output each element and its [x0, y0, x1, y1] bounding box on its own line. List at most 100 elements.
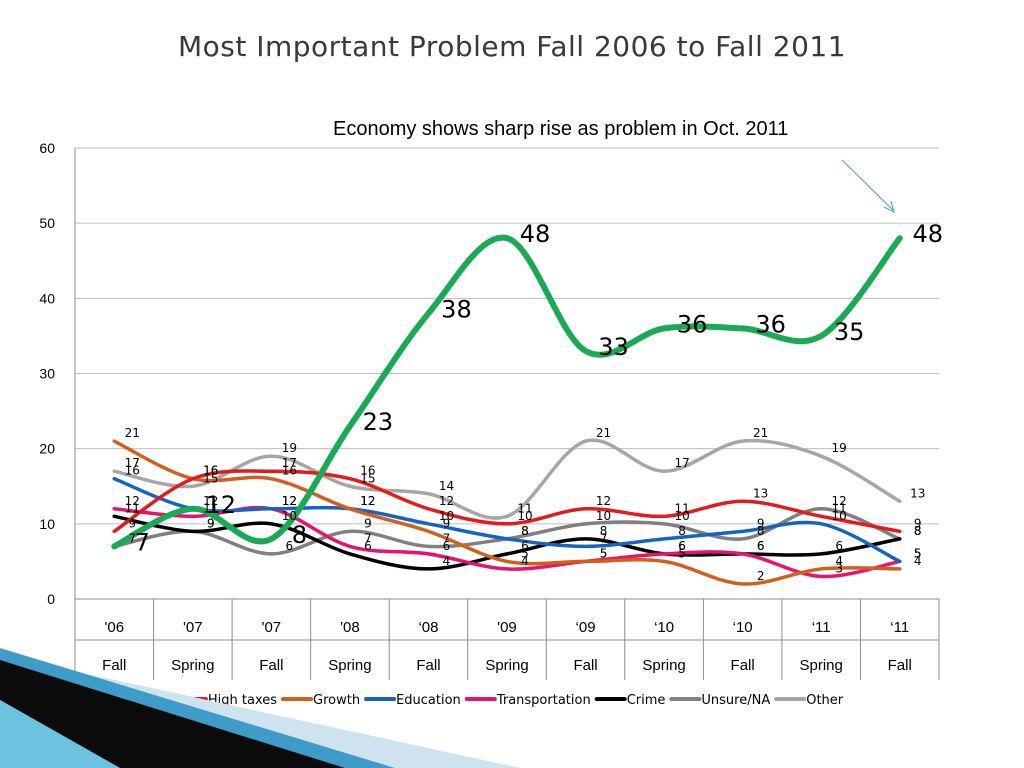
x-tick-year: ‘11 [890, 619, 909, 636]
data-label-high-taxes: 12 [596, 494, 611, 508]
data-label-growth: 12 [360, 494, 375, 508]
data-label-high-taxes: 10 [517, 509, 532, 523]
data-label-crime: 11 [125, 501, 140, 515]
data-label-high-taxes: 12 [439, 494, 454, 508]
y-tick-label: 10 [39, 516, 55, 532]
data-label-other: 19 [832, 441, 847, 455]
x-tick-year: '07 [183, 619, 203, 636]
data-label-economy: 7 [135, 528, 150, 556]
data-label-education: 12 [282, 494, 297, 508]
data-label-crime: 6 [757, 539, 765, 553]
y-tick-label: 50 [39, 215, 55, 231]
x-tick-year: ‘09 [576, 619, 596, 636]
data-label-high-taxes: 13 [753, 486, 768, 500]
data-label-growth: 5 [678, 546, 686, 560]
data-label-education: 12 [360, 494, 375, 508]
data-label-economy: 8 [292, 521, 307, 549]
data-label-other: 19 [282, 441, 297, 455]
x-tick-season: Fall [416, 657, 440, 674]
data-label-unsure-na: 8 [914, 524, 922, 538]
data-label-economy: 35 [834, 318, 865, 346]
data-label-high-taxes: 17 [282, 456, 297, 470]
x-tick-season: Fall [888, 657, 912, 674]
x-tick-year: '09 [497, 619, 517, 636]
data-label-education: 16 [125, 464, 140, 478]
data-label-economy: 23 [363, 408, 394, 436]
data-label-high-taxes: 9 [128, 516, 136, 530]
data-label-high-taxes: 11 [832, 501, 847, 515]
data-label-growth: 16 [282, 464, 297, 478]
data-label-unsure-na: 12 [832, 494, 847, 508]
legend-label-economy: Economy [112, 693, 172, 708]
legend-label-high-taxes: High taxes [208, 693, 277, 708]
data-label-high-taxes: 11 [674, 501, 689, 515]
legend-label-transportation: Transportation [496, 693, 591, 708]
data-label-growth: 16 [203, 464, 218, 478]
data-label-high-taxes: 16 [203, 464, 218, 478]
data-label-education: 10 [439, 509, 454, 523]
legend-label-crime: Crime [627, 693, 666, 708]
data-label-education: 9 [757, 516, 765, 530]
data-label-transportation: 7 [364, 531, 372, 545]
data-label-transportation: 5 [600, 546, 608, 560]
data-label-crime: 10 [282, 509, 297, 523]
data-label-economy: 36 [677, 310, 708, 338]
data-label-unsure-na: 9 [207, 516, 215, 530]
data-label-unsure-na: 8 [757, 524, 765, 538]
data-label-other: 21 [753, 426, 768, 440]
data-label-unsure-na: 10 [596, 509, 611, 523]
data-label-crime: 6 [678, 539, 686, 553]
x-tick-season: Spring [485, 657, 528, 674]
data-label-growth: 21 [125, 426, 140, 440]
legend-label-unsure-na: Unsure/NA [701, 693, 770, 708]
chart-annotation: Economy shows sharp rise as problem in O… [333, 118, 789, 140]
slide-title: Most Important Problem Fall 2006 to Fall… [177, 30, 847, 63]
series-line-other [112, 438, 902, 520]
data-label-education: 8 [521, 524, 529, 538]
data-label-other: 11 [517, 501, 532, 515]
data-label-education: 12 [203, 494, 218, 508]
y-tick-label: 30 [39, 366, 55, 382]
data-label-economy: 38 [441, 295, 472, 323]
x-tick-season: Fall [259, 657, 283, 674]
data-label-other: 17 [674, 456, 689, 470]
y-tick-label: 0 [47, 591, 55, 607]
data-label-transportation: 12 [125, 494, 140, 508]
data-label-transportation: 6 [678, 539, 686, 553]
data-label-growth: 5 [600, 546, 608, 560]
data-label-high-taxes: 16 [360, 464, 375, 478]
data-label-transportation: 4 [521, 554, 529, 568]
data-label-unsure-na: 10 [674, 509, 689, 523]
x-tick-season: Spring [800, 657, 843, 674]
data-label-education: 10 [832, 509, 847, 523]
data-label-transportation: 6 [757, 539, 765, 553]
data-label-education: 7 [600, 531, 608, 545]
x-tick-season: Spring [642, 657, 685, 674]
data-label-other: 15 [360, 471, 375, 485]
series-line-crime [112, 514, 902, 571]
data-label-crime: 8 [600, 524, 608, 538]
legend-label-other: Other [806, 693, 844, 708]
data-label-crime: 4 [443, 554, 451, 568]
data-label-growth: 4 [835, 554, 843, 568]
data-label-education: 8 [678, 524, 686, 538]
data-label-economy: 12 [206, 491, 237, 519]
x-tick-year: ‘10 [733, 619, 753, 636]
series-line-education [112, 476, 902, 564]
data-label-crime: 8 [914, 524, 922, 538]
data-label-economy: 48 [520, 220, 551, 248]
data-label-other: 17 [125, 456, 140, 470]
x-tick-year: ‘08 [418, 619, 438, 636]
data-label-crime: 6 [521, 539, 529, 553]
data-label-economy: 48 [912, 220, 943, 248]
x-tick-year: '06 [104, 619, 124, 636]
data-label-unsure-na: 6 [286, 539, 294, 553]
data-label-growth: 9 [443, 516, 451, 530]
series-line-growth [112, 439, 902, 586]
data-label-economy: 33 [598, 333, 629, 361]
data-label-other: 14 [439, 479, 454, 493]
data-label-unsure-na: 7 [443, 531, 451, 545]
data-label-unsure-na: 8 [521, 524, 529, 538]
data-label-transportation: 5 [914, 546, 922, 560]
